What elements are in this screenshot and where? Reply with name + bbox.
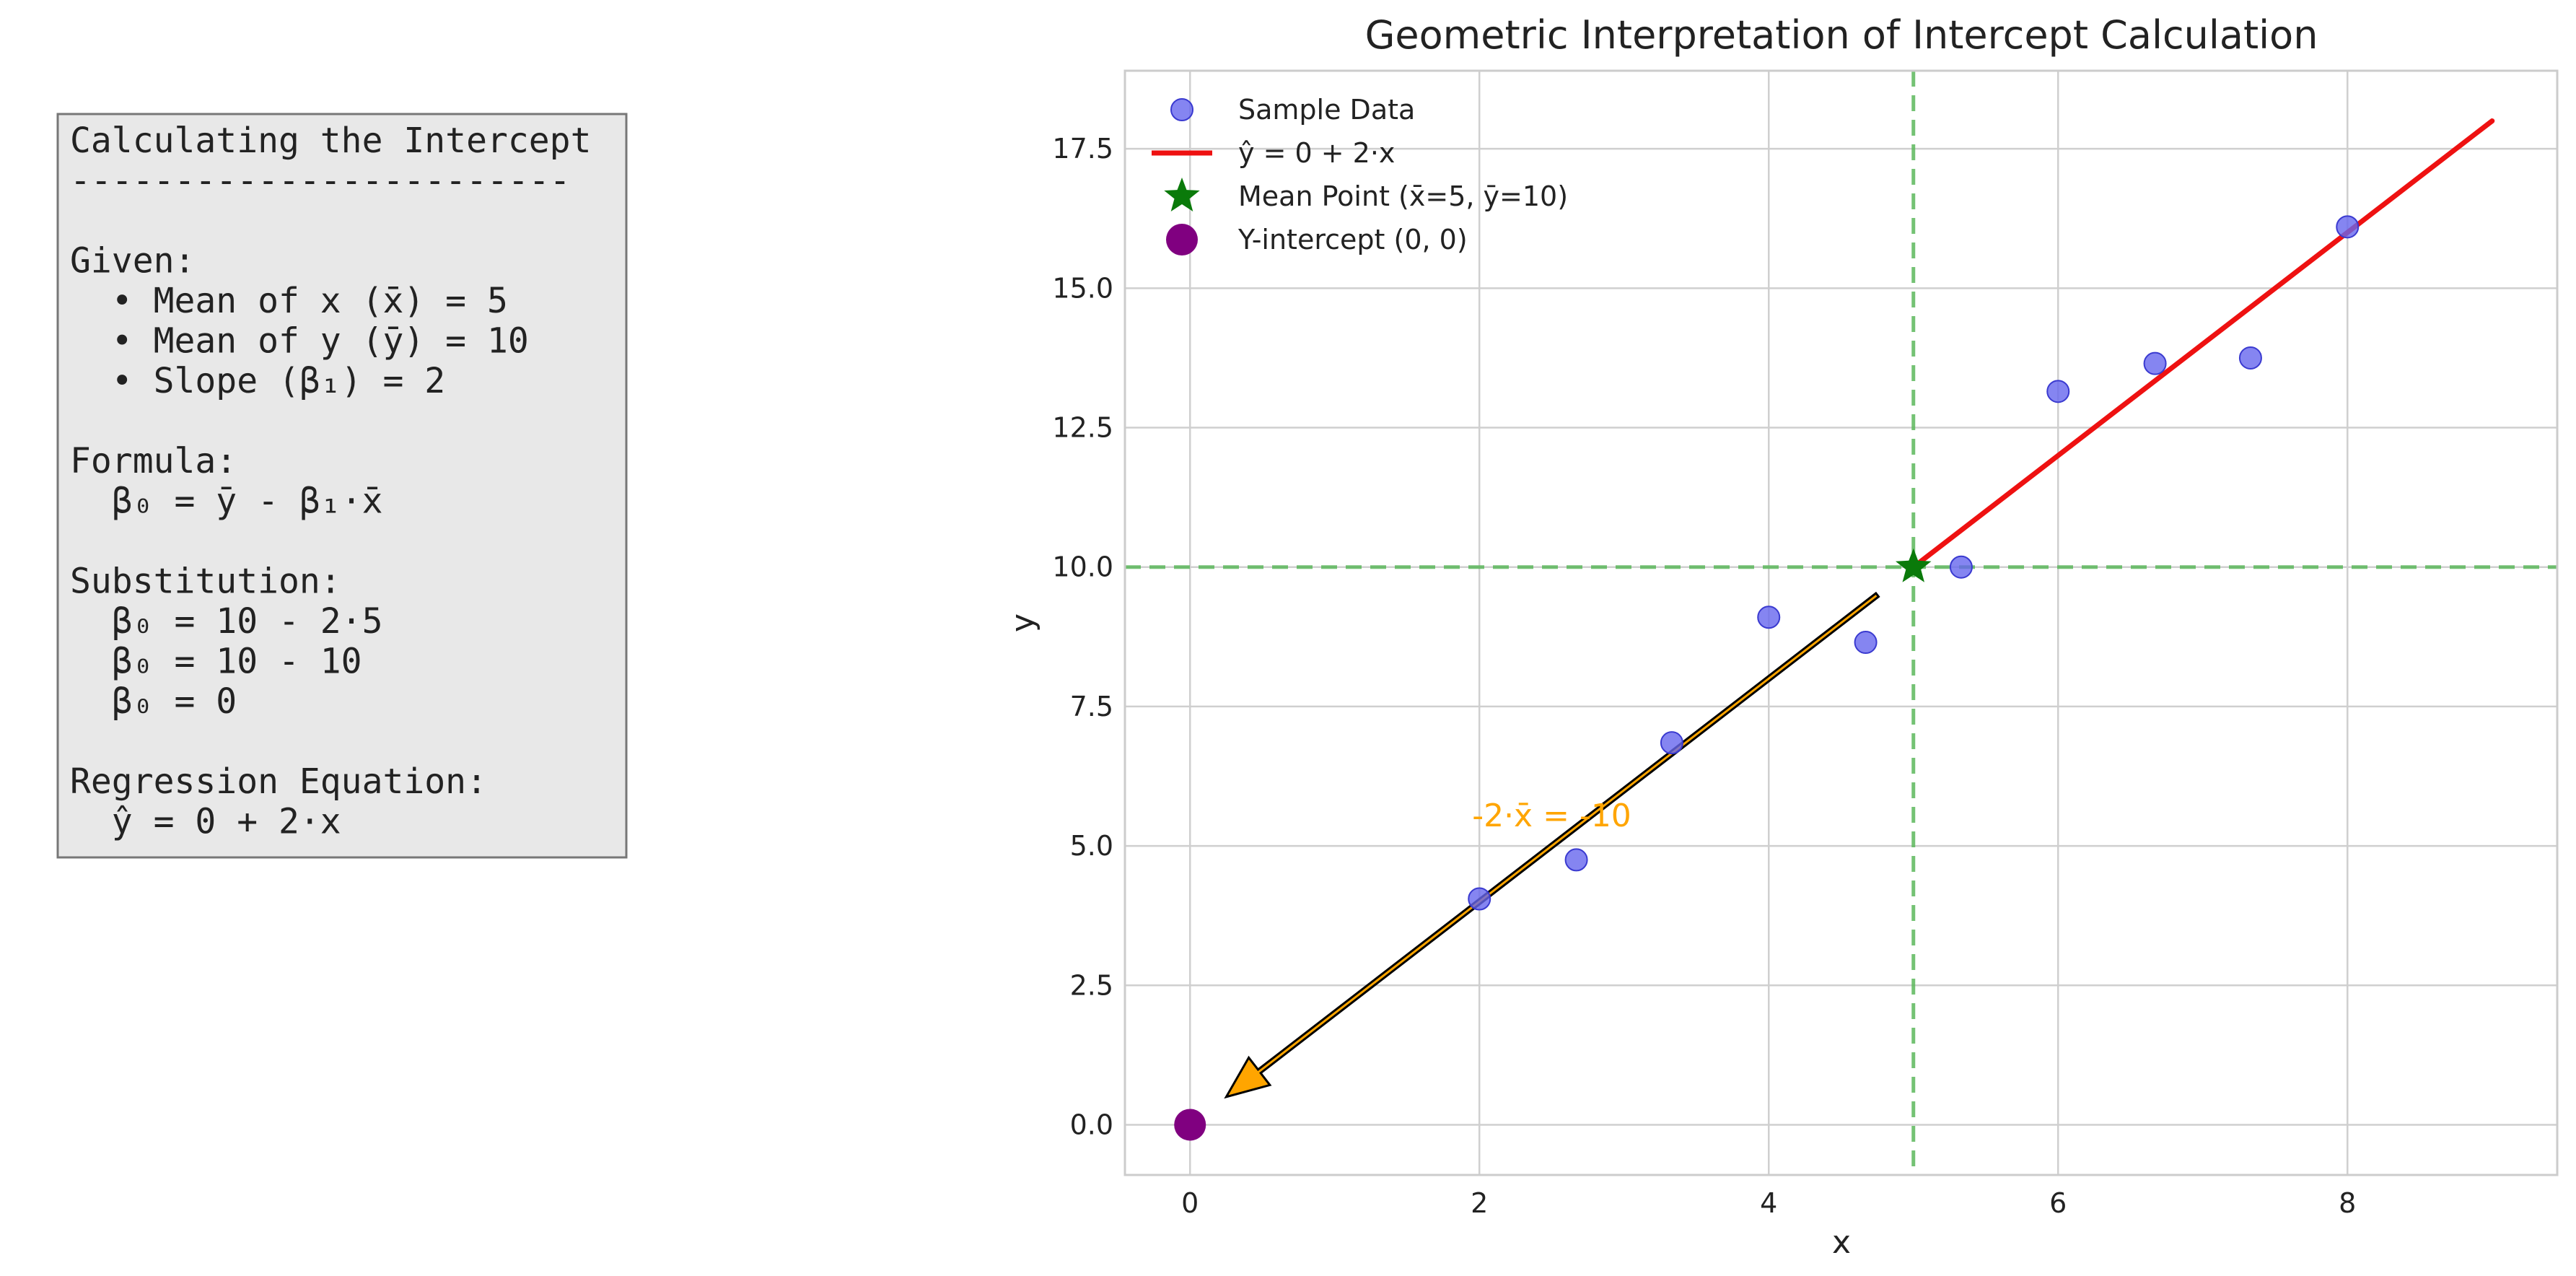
data-point bbox=[1757, 606, 1781, 629]
calculation-line: Given: bbox=[70, 241, 195, 281]
data-point bbox=[2238, 346, 2262, 370]
sample-points bbox=[1468, 215, 2360, 911]
calculation-line: β₀ = ȳ - β₁·x̄ bbox=[70, 481, 382, 522]
x-tick-label: 4 bbox=[1760, 1187, 1777, 1219]
calculation-line: • Mean of x (x̄) = 5 bbox=[70, 281, 508, 321]
y-tick-labels: 0.0 2.5 5.0 7.5 10.0 12.5 15.0 17.5 bbox=[1052, 133, 1113, 1140]
calculation-line: β₀ = 0 bbox=[70, 681, 237, 722]
reference-lines bbox=[1125, 71, 2557, 1175]
y-tick-label: 5.0 bbox=[1070, 830, 1113, 862]
legend-label: Mean Point (x̄=5, ȳ=10) bbox=[1238, 180, 1568, 212]
x-tick-label: 8 bbox=[2339, 1187, 2356, 1219]
y-tick-label: 17.5 bbox=[1052, 133, 1113, 165]
special-points bbox=[1174, 548, 1932, 1141]
y-axis-label: y bbox=[1004, 613, 1041, 632]
y-tick-label: 12.5 bbox=[1052, 412, 1113, 444]
legend-label: Y-intercept (0, 0) bbox=[1237, 224, 1468, 255]
calculation-line: Substitution: bbox=[70, 561, 341, 602]
chart: Geometric Interpretation of Intercept Ca… bbox=[1004, 12, 2559, 1261]
calculation-line: β₀ = 10 - 10 bbox=[70, 642, 362, 682]
data-point bbox=[2336, 215, 2360, 239]
y-tick-label: 15.0 bbox=[1052, 272, 1113, 304]
y-tick-label: 10.0 bbox=[1052, 551, 1113, 583]
x-tick-label: 0 bbox=[1181, 1187, 1199, 1219]
grid bbox=[1125, 71, 2557, 1175]
legend-marker-mean-point bbox=[1164, 178, 1200, 211]
data-point bbox=[1660, 731, 1683, 755]
y-tick-label: 7.5 bbox=[1070, 691, 1113, 722]
data-point bbox=[1854, 631, 1878, 655]
legend-label: ŷ = 0 + 2·x bbox=[1238, 137, 1395, 169]
mean-point-star bbox=[1896, 548, 1932, 582]
y-intercept-point bbox=[1174, 1109, 1206, 1141]
arrow-label: -2·x̄ = -10 bbox=[1472, 798, 1631, 834]
x-tick-label: 2 bbox=[1471, 1187, 1488, 1219]
slope-arrow-shape bbox=[1224, 591, 1880, 1099]
data-point bbox=[1949, 555, 1973, 579]
calculation-lines: Calculating the Intercept---------------… bbox=[70, 121, 591, 842]
data-point bbox=[1564, 848, 1588, 872]
calculation-line: ŷ = 0 + 2·x bbox=[70, 802, 341, 842]
y-tick-label: 0.0 bbox=[1070, 1109, 1113, 1140]
calculation-line: • Slope (β₁) = 2 bbox=[70, 361, 445, 401]
calculation-line: • Mean of y (ȳ) = 10 bbox=[70, 321, 529, 362]
calculation-text-box: Calculating the Intercept---------------… bbox=[56, 113, 628, 859]
data-point bbox=[1468, 887, 1491, 911]
legend: Sample Data ŷ = 0 + 2·x Mean Point (x̄=5, … bbox=[1152, 94, 1568, 255]
data-point bbox=[2143, 351, 2167, 375]
calculation-box-frame bbox=[56, 113, 628, 859]
data-point bbox=[2046, 380, 2070, 403]
y-tick-label: 2.5 bbox=[1070, 969, 1113, 1001]
legend-label: Sample Data bbox=[1238, 94, 1415, 126]
chart-title: Geometric Interpretation of Intercept Ca… bbox=[1365, 12, 2318, 58]
calculation-line: β₀ = 10 - 2·5 bbox=[70, 601, 382, 642]
regression-line bbox=[1911, 118, 2495, 570]
slope-arrow: -2·x̄ = -10 bbox=[1224, 591, 1880, 1099]
x-tick-labels: 0 2 4 6 8 bbox=[1181, 1187, 2356, 1219]
x-axis-label: x bbox=[1832, 1224, 1851, 1261]
regression-line-segment bbox=[1911, 118, 2495, 570]
legend-marker-sample-data bbox=[1170, 98, 1193, 121]
legend-marker-y-intercept bbox=[1166, 224, 1198, 255]
calculation-line: Regression Equation: bbox=[70, 761, 487, 802]
calculation-line: Calculating the Intercept bbox=[70, 121, 591, 161]
calculation-line: Formula: bbox=[70, 441, 237, 481]
x-tick-label: 6 bbox=[2049, 1187, 2067, 1219]
plot-frame bbox=[1123, 69, 2559, 1176]
calculation-line: ------------------------ bbox=[70, 161, 571, 201]
